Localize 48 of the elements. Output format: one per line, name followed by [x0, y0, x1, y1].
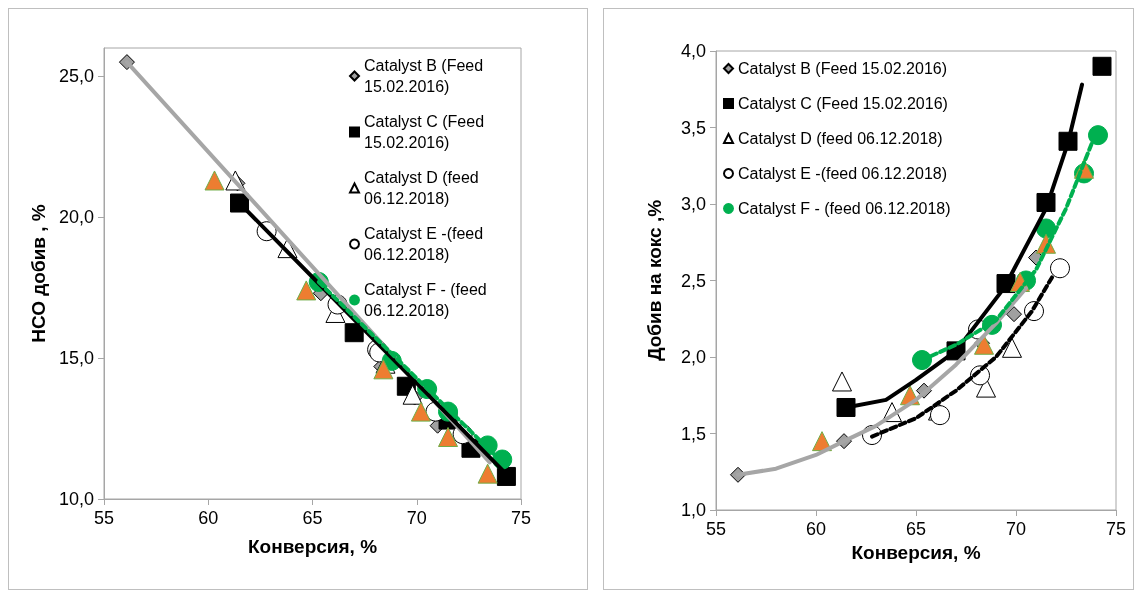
point [912, 350, 932, 371]
point [438, 426, 459, 447]
legend-label: Catalyst E -(feed 06.12.2018) [738, 165, 948, 182]
y-tick-label: 10,0 [58, 489, 94, 509]
legend-label: Catalyst C (Feed 15.02.2016) [738, 95, 948, 112]
point [930, 405, 950, 426]
x-tick-label: 60 [805, 519, 827, 539]
y-tick-label: 25,0 [58, 66, 94, 87]
point [1088, 125, 1108, 146]
point [373, 359, 394, 380]
legend-label: Catalyst B (Feed 15.02.2016) [364, 57, 488, 95]
legend-label: Catalyst D (feed 06.12.2018) [364, 169, 484, 207]
point [836, 397, 856, 417]
y-tick-label: 2,0 [680, 347, 706, 367]
x-tick-label: 70 [1005, 519, 1027, 539]
point [402, 384, 423, 405]
x-tick-label: 55 [93, 508, 115, 528]
y-axis-title: Добив на кокс ,% [644, 199, 665, 362]
x-tick-label: 70 [406, 508, 427, 528]
y-tick-label: 4,0 [680, 41, 706, 61]
legend-label: Catalyst C (Feed 15.02.2016) [364, 113, 489, 151]
x-tick-label: 55 [705, 519, 727, 539]
point [477, 463, 498, 484]
y-axis-title: НСО добив , % [28, 204, 50, 343]
x-tick-label: 75 [510, 508, 532, 528]
point [1092, 56, 1112, 76]
x-tick-label: 65 [905, 519, 927, 539]
x-tick-label: 65 [302, 508, 323, 528]
y-tick-label: 1,5 [680, 423, 706, 444]
y-tick-label: 2,5 [680, 270, 706, 291]
legend-label: Catalyst E -(feed 06.12.2018) [364, 225, 488, 263]
x-tick-label: 60 [198, 508, 219, 528]
y-tick-label: 3,0 [680, 194, 706, 214]
legend-label: Catalyst F - (feed 06.12.2018) [364, 281, 492, 319]
y-tick-label: 20,0 [58, 207, 94, 228]
legend-label: Catalyst D (feed 06.12.2018) [738, 130, 943, 147]
x-axis-title: Конверсия, % [247, 536, 378, 557]
point [204, 170, 225, 191]
legend-label: Catalyst B (Feed 15.02.2016) [738, 60, 948, 77]
y-tick-label: 15,0 [58, 348, 94, 369]
x-tick-label: 75 [1105, 519, 1127, 539]
y-tick-label: 1,0 [680, 500, 706, 520]
point [410, 401, 431, 422]
legend-label: Catalyst F - (feed 06.12.2018) [738, 200, 951, 217]
point [296, 280, 317, 301]
x-axis-title: Конверсия, % [851, 541, 981, 563]
point [1006, 306, 1022, 323]
y-tick-label: 3,5 [680, 117, 706, 138]
